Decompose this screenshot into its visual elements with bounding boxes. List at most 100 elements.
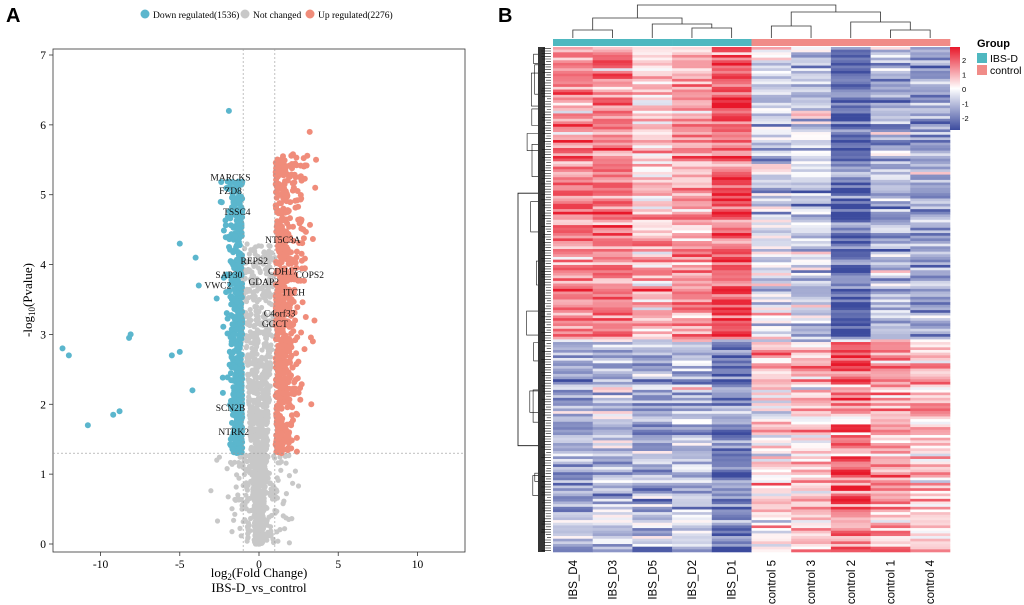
heatmap-cell xyxy=(672,219,713,223)
heatmap-cell xyxy=(632,480,673,484)
heatmap-cell xyxy=(553,323,593,327)
volcano-point-up xyxy=(288,445,295,452)
heatmap-cell xyxy=(592,49,633,53)
group-annotation-bar xyxy=(553,39,951,46)
volcano-point-up xyxy=(290,223,296,230)
heatmap-cell xyxy=(592,355,633,359)
row-dendrogram-branch xyxy=(530,201,538,233)
heatmap-cell xyxy=(592,142,633,146)
legend-down-marker xyxy=(140,9,150,19)
heatmap-cell xyxy=(711,296,752,300)
heatmap-cell xyxy=(830,264,871,268)
heatmap-cell xyxy=(711,52,752,56)
heatmap-cell xyxy=(870,78,911,82)
heatmap-cell xyxy=(870,451,911,454)
heatmap-cell xyxy=(751,121,792,125)
volcano-ytick-label: 1 xyxy=(40,469,46,481)
heatmap-cell xyxy=(711,275,752,279)
group-bar-cell xyxy=(870,39,911,46)
heatmap-cell xyxy=(672,110,713,114)
volcano-ylabel: -log10(Pvalue) xyxy=(20,263,37,337)
heatmap-cell xyxy=(751,384,792,388)
heatmap-cell xyxy=(751,132,792,136)
heatmap-cell xyxy=(870,419,911,423)
heatmap-cell xyxy=(830,158,871,162)
heatmap-cell xyxy=(751,466,792,470)
row-dendrogram-branch xyxy=(531,144,538,177)
heatmap-cell xyxy=(553,54,593,58)
heatmap-cell xyxy=(870,251,911,255)
volcano-point-unchanged xyxy=(255,339,261,346)
volcano-point-unchanged xyxy=(267,365,273,371)
heatmap-cell xyxy=(672,376,713,380)
heatmap-cell xyxy=(632,278,673,282)
heatmap-cell xyxy=(830,312,871,316)
heatmap-cell xyxy=(830,395,871,399)
group-bar-cell xyxy=(632,39,673,46)
heatmap-cell xyxy=(751,334,792,338)
heatmap-cell xyxy=(791,201,832,205)
volcano-point-up xyxy=(278,210,285,217)
heatmap-cell xyxy=(751,89,792,93)
heatmap-cell xyxy=(711,424,752,428)
volcano-point-unchanged xyxy=(246,268,252,275)
heatmap-cell xyxy=(830,419,871,423)
heatmap-cell xyxy=(711,411,752,415)
volcano-point-down xyxy=(231,364,238,371)
heatmap-cell xyxy=(870,504,911,508)
heatmap-cell xyxy=(711,65,752,69)
heatmap-cell xyxy=(751,275,792,279)
volcano-point-unchanged xyxy=(256,531,262,537)
heatmap-cell xyxy=(711,384,752,388)
volcano-point-unchanged xyxy=(247,258,253,264)
heatmap-cell xyxy=(830,182,871,186)
heatmap-cell xyxy=(672,296,713,300)
heatmap-cell xyxy=(711,286,752,290)
volcano-point-unchanged xyxy=(262,363,268,369)
heatmap-cell xyxy=(672,105,713,109)
heatmap-cell xyxy=(592,161,633,165)
heatmap-cell xyxy=(751,78,792,82)
heatmap-cell xyxy=(751,118,792,122)
heatmap-cell xyxy=(632,230,673,234)
heatmap-cell xyxy=(830,472,871,476)
heatmap-cell xyxy=(870,275,911,279)
heatmap-cell xyxy=(632,344,673,348)
heatmap-cell xyxy=(791,209,832,213)
heatmap-cell xyxy=(672,54,713,58)
heatmap-cell xyxy=(870,355,911,359)
heatmap-cell xyxy=(632,304,673,308)
heatmap-cell xyxy=(830,129,871,133)
heatmap-cell xyxy=(830,124,871,128)
heatmap-cell xyxy=(553,376,593,380)
heatmap-cell xyxy=(632,315,673,319)
heatmap-cell xyxy=(592,116,633,120)
heatmap-cell xyxy=(751,472,792,476)
heatmap-cell xyxy=(632,288,673,292)
heatmap-cell xyxy=(910,397,951,401)
heatmap-column-label: control 2 xyxy=(846,560,858,604)
gene-label: NTRK2 xyxy=(218,428,249,438)
heatmap-cell xyxy=(870,344,911,348)
volcano-point-unchanged xyxy=(286,540,292,546)
heatmap-cell xyxy=(910,453,951,457)
heatmap-cell xyxy=(830,350,871,353)
heatmap-cell xyxy=(711,506,752,510)
heatmap-cell xyxy=(592,342,633,345)
volcano-point-unchanged xyxy=(248,437,254,443)
heatmap-cell xyxy=(830,132,871,136)
volcano-point-unchanged xyxy=(283,491,289,497)
volcano-point-up xyxy=(286,255,293,262)
heatmap-cell xyxy=(870,299,911,303)
heatmap-cell xyxy=(553,520,593,524)
heatmap-cell xyxy=(910,126,951,130)
heatmap-cell xyxy=(830,78,871,82)
volcano-point-up xyxy=(277,370,284,377)
heatmap-cell xyxy=(711,241,752,244)
heatmap-cell xyxy=(553,294,593,298)
heatmap-cell xyxy=(791,365,832,369)
heatmap-cell xyxy=(870,217,911,221)
heatmap-cell xyxy=(830,206,871,210)
heatmap-cell xyxy=(870,166,911,170)
volcano-point-unchanged xyxy=(239,502,245,508)
